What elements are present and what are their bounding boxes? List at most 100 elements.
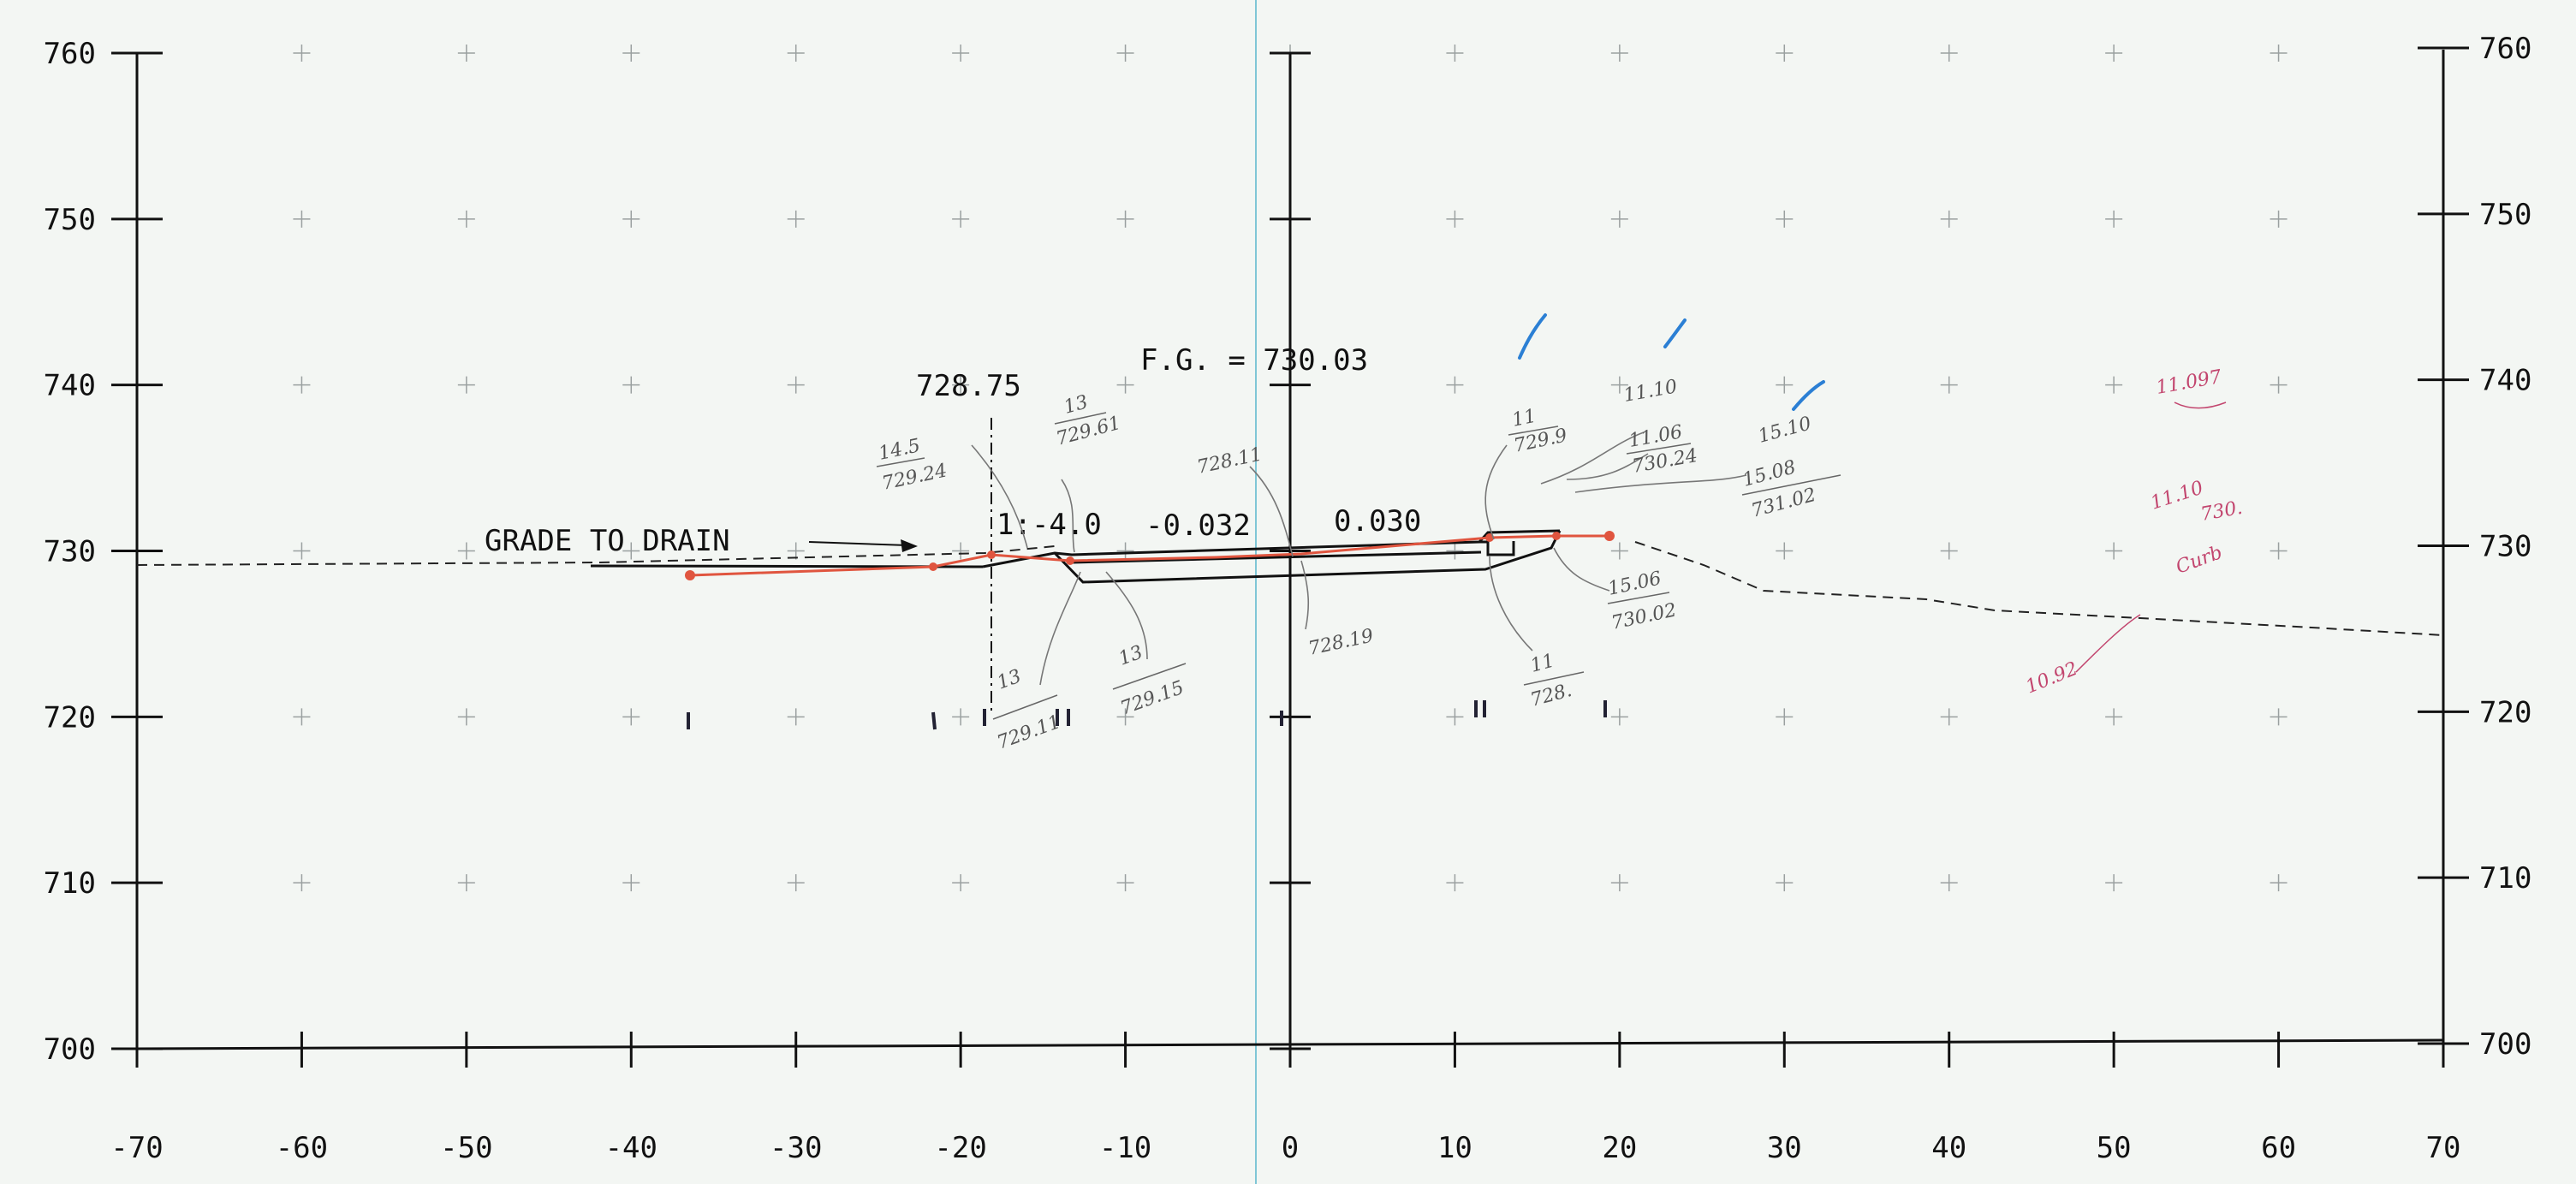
note-13-a: 13 (1062, 391, 1091, 418)
grid-plus (1776, 210, 1794, 228)
x-tick-label: -60 (276, 1131, 328, 1165)
grid-plus (293, 874, 311, 892)
pavement-base (1071, 550, 1482, 564)
grid-plus (457, 542, 475, 560)
slope-ratio-label: 1:-4.0 (996, 508, 1102, 542)
x-tick-labels: -70 -60 -50 -40 -30 -20 -10 0 10 20 30 40 50 60 70 (110, 1131, 2460, 1165)
note-728-b: 728. (1528, 680, 1574, 711)
grid-plus (457, 45, 475, 62)
y-left-tick-label: 750 (44, 203, 96, 237)
axis-ticks (111, 46, 2469, 1068)
grid-plus (952, 708, 970, 726)
y-left-tick-labels: 760 750 740 730 720 710 700 (44, 37, 96, 1067)
x-tick-label: -50 (440, 1131, 492, 1165)
y-right-tick-label: 710 (2479, 861, 2531, 895)
grid-plus (622, 708, 640, 726)
y-right-tick-label: 740 (2479, 364, 2531, 398)
note-11-10: 11.10 (1622, 376, 1679, 407)
grid-plus (622, 542, 640, 560)
grid-plus (1116, 45, 1134, 62)
grid-plus (1116, 376, 1134, 394)
grid-plus (787, 45, 805, 62)
grid-plus (787, 542, 805, 560)
y-right-tick-label: 750 (2479, 198, 2531, 232)
grid-plus (1446, 542, 1464, 560)
note-730-02: 730.02 (1609, 599, 1678, 634)
y-left-tick-label: 710 (44, 866, 96, 901)
pink-11-10: 11.10 (2148, 477, 2206, 514)
grid-plus (1940, 376, 1958, 394)
grade-to-drain-arrow (808, 539, 918, 552)
grid-plus (293, 542, 311, 560)
finished-grade-label: F.G. = 730.03 (1140, 343, 1368, 378)
grid-plus (2105, 376, 2123, 394)
y-right-tick-label: 720 (2479, 695, 2531, 729)
note-729-11: 729.11 (995, 711, 1064, 754)
y-left-tick-label: 700 (44, 1032, 96, 1067)
grid-plus (1940, 708, 1958, 726)
note-729-61: 729.61 (1054, 413, 1123, 450)
x-tick-label: -20 (934, 1131, 986, 1165)
y-right-tick-labels: 760 750 740 730 720 710 700 (2479, 32, 2531, 1062)
x-tick-label: 60 (2261, 1131, 2296, 1165)
grid-plus (293, 210, 311, 228)
y-right-tick-label: 700 (2479, 1027, 2531, 1062)
grid-plus (1116, 874, 1134, 892)
grid-plus (787, 376, 805, 394)
grid-plus (2270, 542, 2287, 560)
y-left-tick-label: 740 (44, 369, 96, 403)
grid-plus (2270, 210, 2287, 228)
note-13-c: 13 (1116, 642, 1146, 670)
grid-plus (293, 376, 311, 394)
grid-plus (952, 210, 970, 228)
y-left-tick-label: 730 (44, 535, 96, 569)
grid-plus (293, 708, 311, 726)
grid-plus (1610, 542, 1628, 560)
section-bottom (1053, 530, 1562, 584)
grid-plus (2105, 210, 2123, 228)
pink-730: 730. (2199, 497, 2245, 526)
x-tick-label: 70 (2426, 1131, 2461, 1165)
grid-plus (457, 210, 475, 228)
note-731-02: 731.02 (1749, 485, 1818, 522)
grid-plus (622, 45, 640, 62)
note-11-b: 11 (1528, 650, 1557, 676)
grid-plus (1776, 542, 1794, 560)
grid-plus (2105, 874, 2123, 892)
handwritten-annotations: 14.5 729.24 13 729.61 728.11 13 729.11 1… (876, 376, 1841, 754)
grid-plus (952, 376, 970, 394)
grid-plus (1776, 376, 1794, 394)
x-tick-label: 20 (1602, 1131, 1637, 1165)
grid-plus (457, 708, 475, 726)
left-elevation-label: 728.75 (916, 369, 1021, 403)
grid-plus (1446, 45, 1464, 62)
x-tick-label: -40 (605, 1131, 657, 1165)
note-729-24: 729.24 (880, 460, 949, 494)
grid-plus (1116, 210, 1134, 228)
grid-plus (1776, 874, 1794, 892)
y-right-tick-label: 760 (2479, 32, 2531, 66)
grid-plus (622, 376, 640, 394)
grid-plus (1940, 210, 1958, 228)
note-15-08: 15.08 (1740, 456, 1798, 491)
grid-plus (1446, 708, 1464, 726)
grid-plus (2105, 45, 2123, 62)
survey-line (689, 534, 1609, 577)
grid-plus (1776, 708, 1794, 726)
grid-plus (1610, 376, 1628, 394)
cross-slope-left-label: -0.032 (1145, 509, 1251, 543)
grid-plus (1776, 45, 1794, 62)
grid-plus (787, 708, 805, 726)
note-11-a: 11 (1510, 406, 1538, 431)
existing-ground-right (1634, 541, 2444, 636)
grid-plus (1940, 874, 1958, 892)
grid-plus (787, 210, 805, 228)
grid-plus (2270, 376, 2287, 394)
grid-plus (457, 376, 475, 394)
grid-plus (952, 874, 970, 892)
y-left-tick-label: 720 (44, 700, 96, 735)
x-tick-label: -30 (770, 1131, 822, 1165)
grid-plus (622, 210, 640, 228)
x-tick-label: 0 (1282, 1131, 1299, 1165)
